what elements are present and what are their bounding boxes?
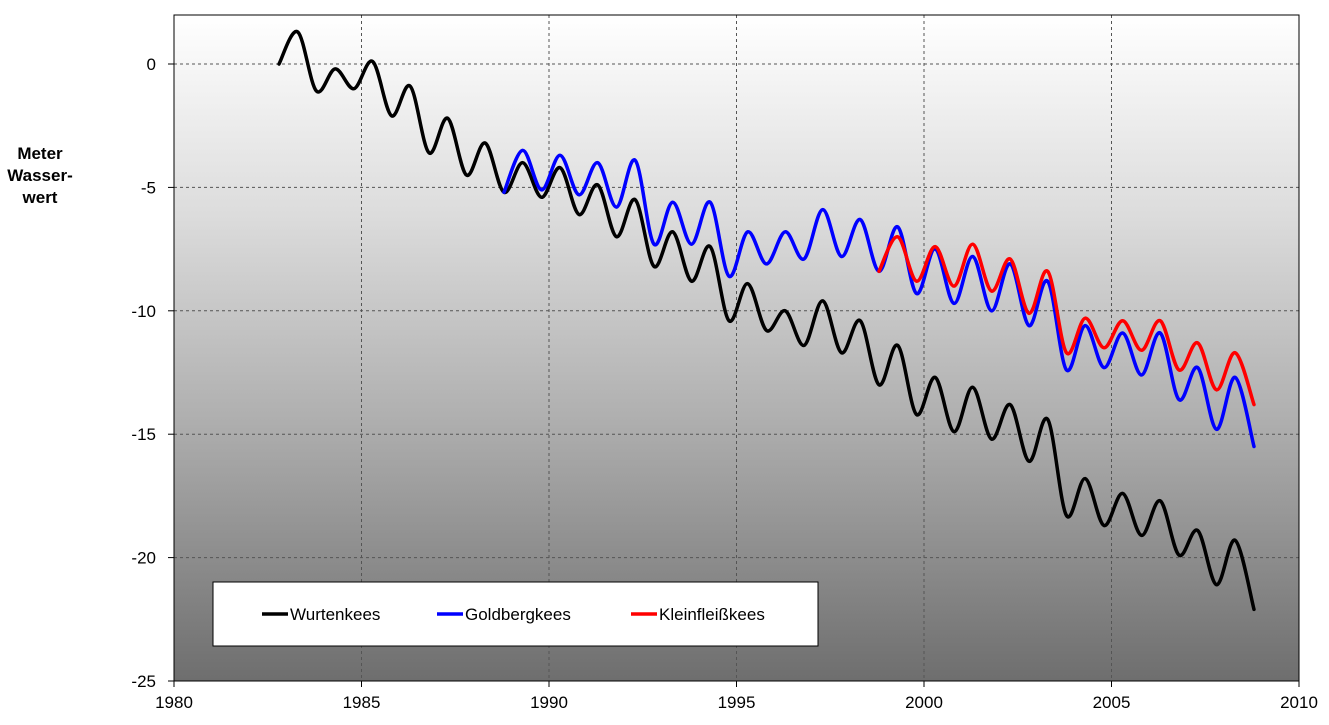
y-tick-label: -25 (131, 672, 156, 691)
y-axis: 0 -5 -10 -15 -20 -25 (131, 55, 174, 691)
legend-label-wurtenkees: Wurtenkees (290, 605, 380, 624)
y-tick-label: 0 (147, 55, 156, 74)
y-tick-label: -15 (131, 425, 156, 444)
series-lines (277, 30, 1256, 612)
x-tick-label: 2000 (905, 693, 943, 712)
grid (174, 15, 1299, 681)
y-tick-label: -5 (141, 178, 156, 197)
x-tick-label: 1995 (718, 693, 756, 712)
x-tick-label: 2005 (1093, 693, 1131, 712)
series-line-wurtenkees (277, 30, 1256, 612)
x-tick-label: 2010 (1280, 693, 1318, 712)
x-tick-label: 1985 (343, 693, 381, 712)
legend-box (212, 581, 819, 647)
x-tick-label: 1990 (530, 693, 568, 712)
y-tick-label: -10 (131, 302, 156, 321)
y-axis-label: Meter Wasser- wert (7, 144, 73, 207)
legend: Wurtenkees Goldbergkees Kleinfleißkees (212, 581, 819, 647)
y-tick-label: -20 (131, 549, 156, 568)
x-tick-label: 1980 (155, 693, 193, 712)
x-axis: 1980 1985 1990 1995 2000 2005 2010 (155, 681, 1318, 712)
legend-label-goldbergkees: Goldbergkees (465, 605, 571, 624)
legend-label-kleinfleisskees: Kleinfleißkees (659, 605, 765, 624)
series-line-kleinfleisskees (877, 235, 1256, 407)
